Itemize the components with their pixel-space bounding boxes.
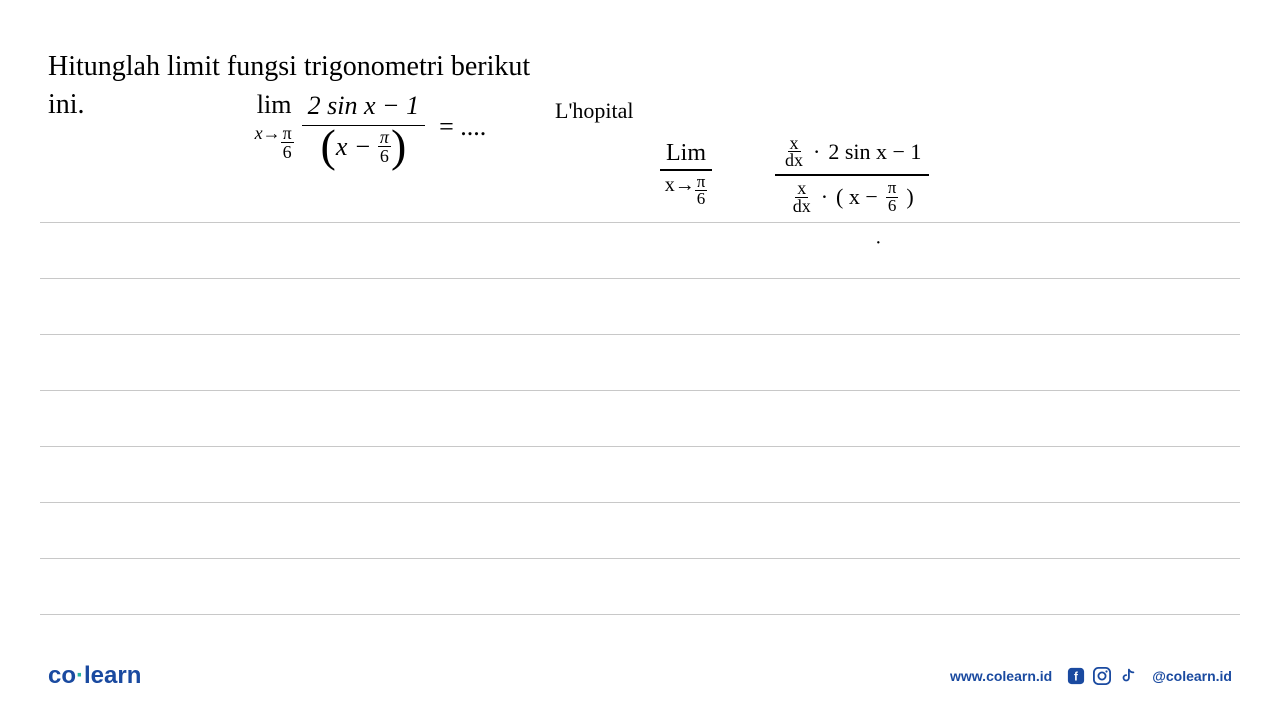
rule-line	[40, 558, 1240, 559]
denom-frac: π 6	[378, 128, 391, 165]
hw-num-expr: 2 sin x − 1	[828, 139, 921, 165]
lim-block: lim x → π 6	[255, 92, 294, 161]
equals-dots: = ....	[439, 109, 486, 144]
question-text: Hitunglah limit fungsi trigonometri beri…	[48, 48, 530, 167]
question-line1: Hitunglah limit fungsi trigonometri beri…	[48, 48, 530, 86]
rule-line	[40, 390, 1240, 391]
instagram-icon	[1092, 666, 1112, 686]
hw-dot: ·	[813, 139, 820, 165]
rule-line	[40, 446, 1240, 447]
frac-den: 6	[378, 147, 391, 165]
logo-learn: learn	[84, 662, 141, 689]
frac-den: 6	[695, 191, 708, 207]
frac-num: π	[378, 128, 391, 147]
dx-num: x	[795, 180, 808, 197]
hw-numerator: x dx · 2 sin x − 1	[775, 135, 929, 176]
hw-approach-frac: π 6	[695, 174, 708, 207]
hw-den-open: ( x −	[836, 184, 878, 210]
lim-approach: x → π 6	[255, 124, 294, 161]
footer: co·learn www.colearn.id f @colearn.id	[48, 662, 1232, 690]
footer-right: www.colearn.id f @colearn.id	[950, 666, 1232, 686]
tiktok-icon	[1118, 666, 1138, 686]
handwritten-lim-block: Lim x→ π 6	[660, 140, 712, 207]
hw-approach-var: x→	[665, 174, 695, 197]
paren-open: (	[320, 128, 335, 165]
logo-sep: ·	[76, 662, 84, 689]
page-container: Hitunglah limit fungsi trigonometri beri…	[0, 0, 1280, 720]
hw-dot: ·	[821, 184, 828, 210]
paren-close: )	[391, 128, 406, 165]
main-fraction: 2 sin x − 1 ( x − π 6 )	[302, 86, 425, 167]
dx-den: dx	[783, 152, 805, 168]
hw-lim-label: Lim	[660, 140, 712, 171]
frac-num: π	[281, 124, 294, 143]
rule-line	[40, 334, 1240, 335]
rule-line	[40, 502, 1240, 503]
limit-expression: lim x → π 6 2 sin x − 1 ( x −	[255, 86, 487, 167]
dx-den: dx	[791, 198, 813, 214]
frac-den: 6	[886, 198, 899, 214]
handwritten-derivative-fraction: x dx · 2 sin x − 1 x dx · ( x − π 6 )	[775, 135, 929, 214]
rule-line	[40, 222, 1240, 223]
social-icons: f	[1066, 666, 1138, 686]
rule-line	[40, 278, 1240, 279]
handwritten-method: L'hopital	[555, 98, 634, 124]
hw-lim-approach: x→ π 6	[665, 174, 708, 207]
approach-frac: π 6	[281, 124, 294, 161]
frac-num: π	[886, 180, 899, 197]
hw-dx-symbol: x dx	[791, 180, 813, 213]
frac-den: 6	[281, 143, 294, 161]
hw-denominator: x dx · ( x − π 6 )	[783, 176, 922, 213]
fraction-denominator: ( x − π 6 )	[314, 126, 412, 167]
rule-line	[40, 614, 1240, 615]
facebook-icon: f	[1066, 666, 1086, 686]
social-handle: @colearn.id	[1152, 668, 1232, 684]
brand-logo: co·learn	[48, 662, 141, 690]
website-url: www.colearn.id	[950, 668, 1052, 684]
approach-var: x	[255, 124, 263, 142]
question-line2-prefix: ini.	[48, 86, 85, 124]
hw-dx-symbol: x dx	[783, 135, 805, 168]
lim-label: lim	[257, 92, 292, 118]
handwritten-extra-dot: ·	[875, 232, 882, 255]
approach-arrow: →	[263, 124, 281, 142]
denom-var: x −	[336, 129, 372, 164]
svg-text:f: f	[1074, 671, 1078, 684]
hw-den-frac: π 6	[886, 180, 899, 213]
logo-co: co	[48, 662, 76, 689]
hw-den-close: )	[906, 184, 913, 210]
